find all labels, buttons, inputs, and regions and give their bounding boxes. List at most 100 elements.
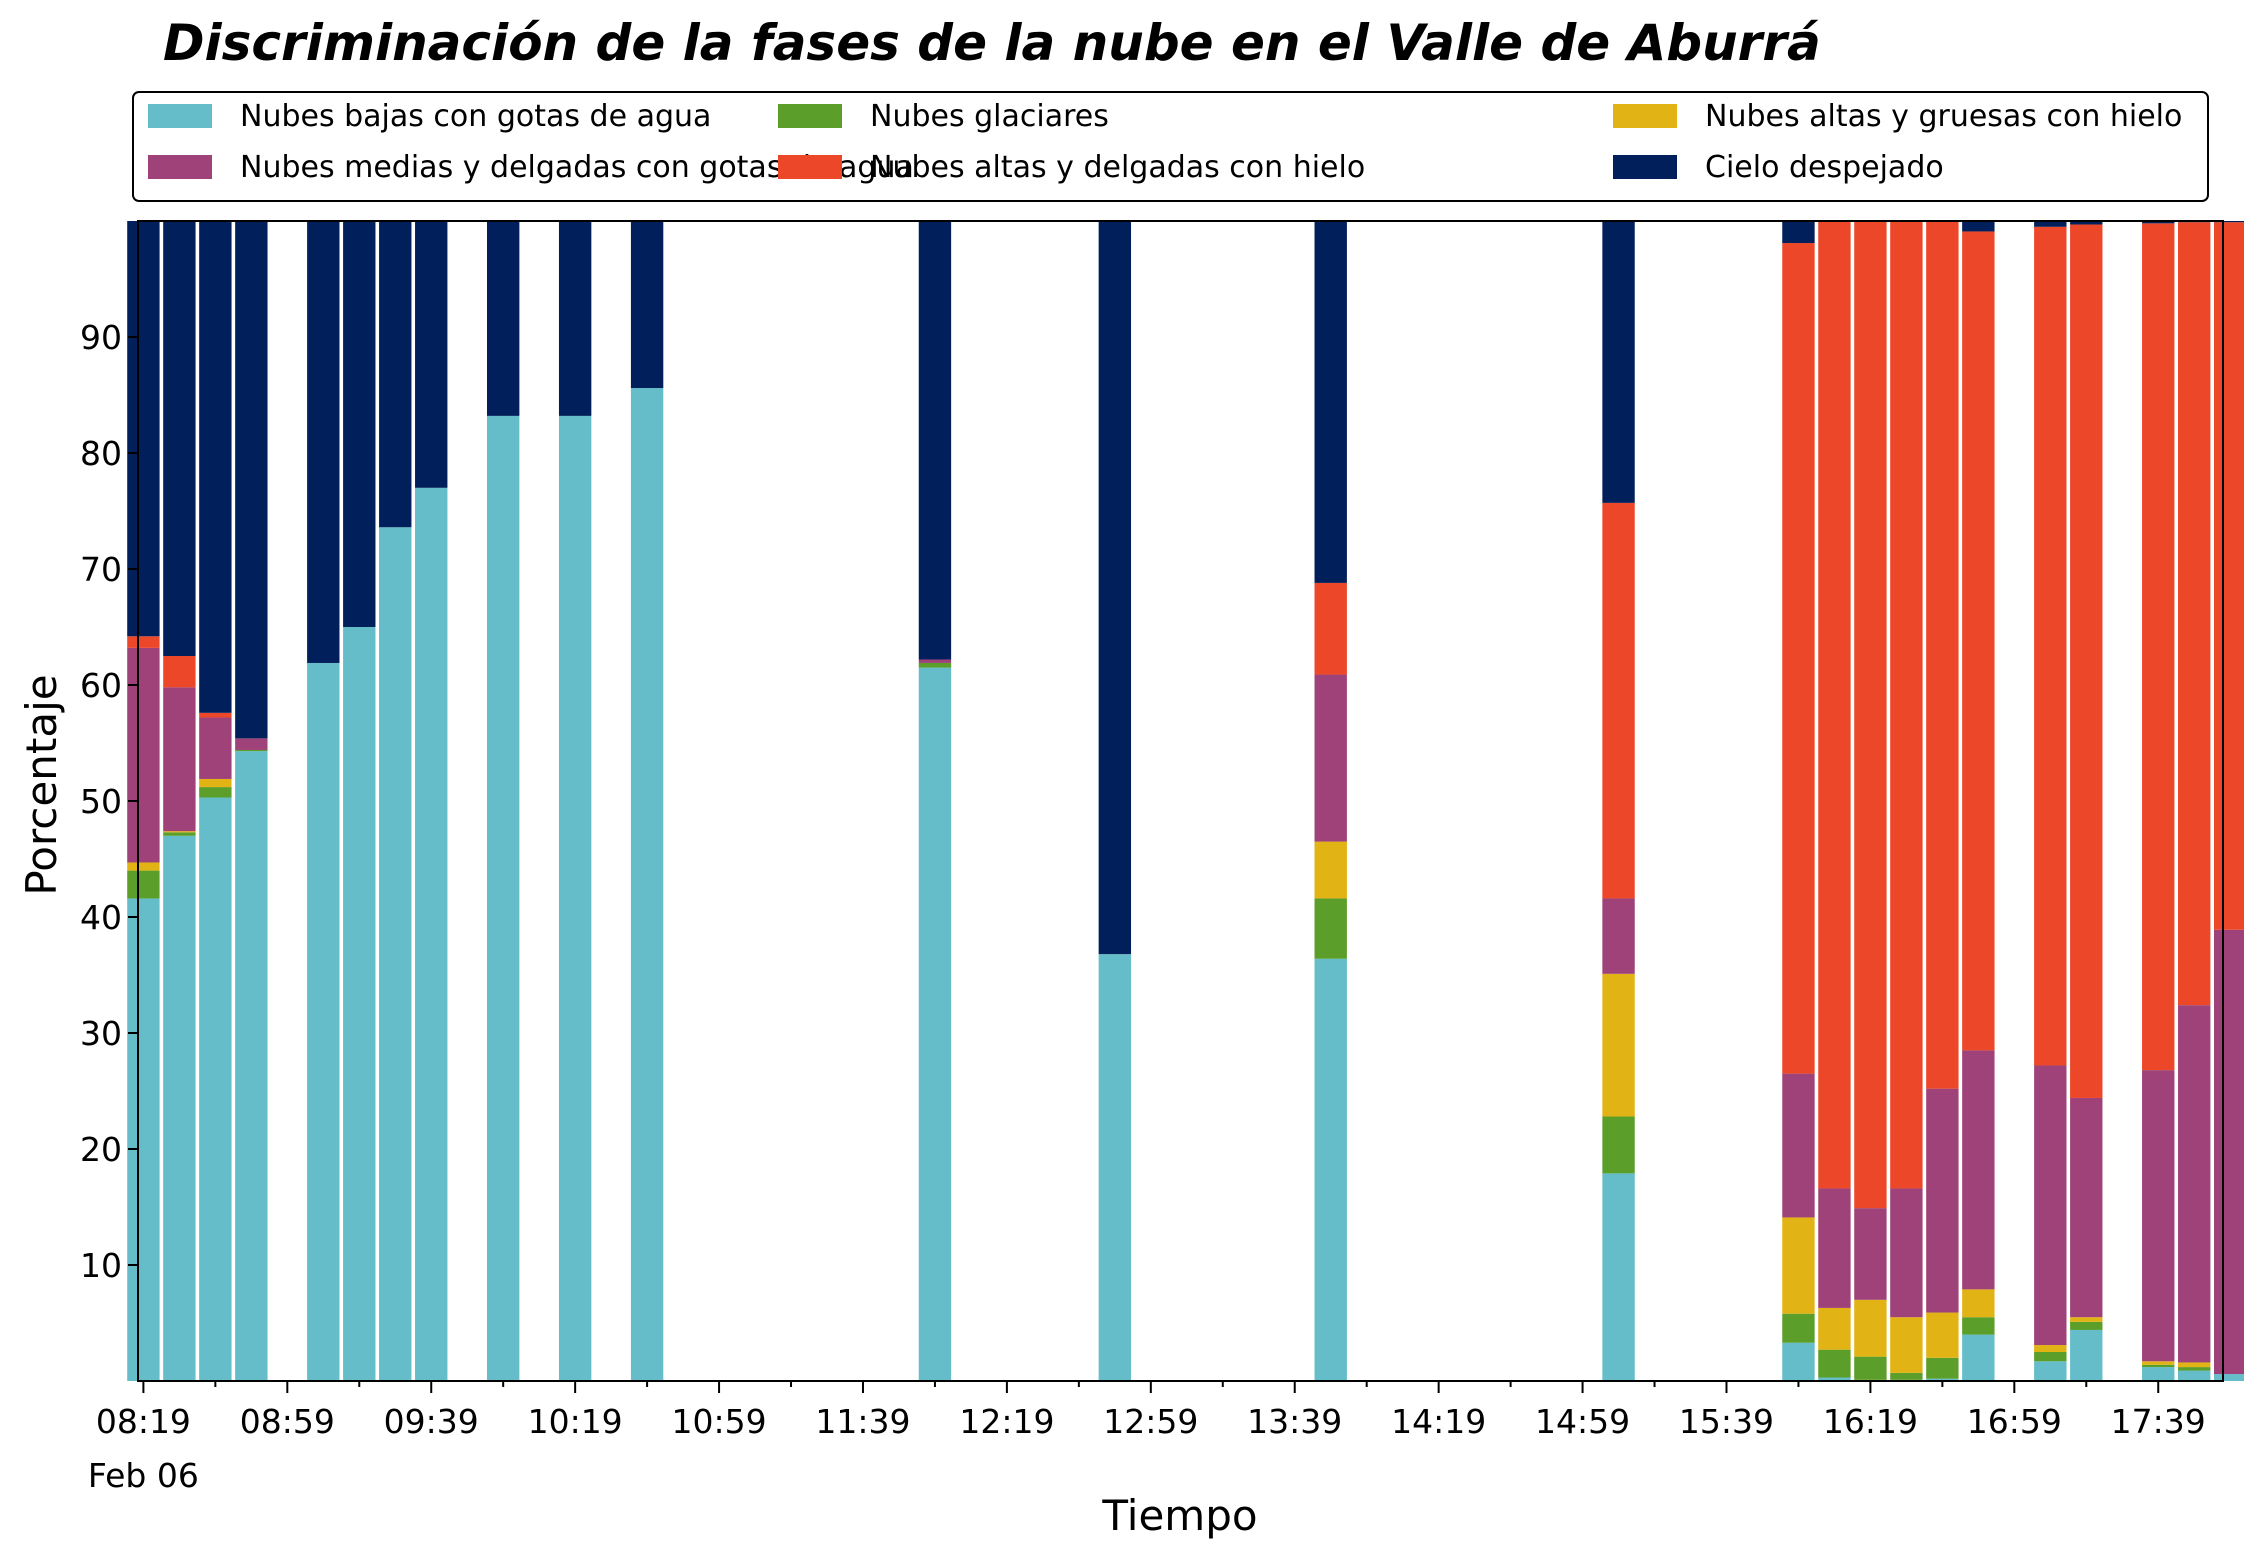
bar-segment <box>2034 1345 2067 1352</box>
bar-segment <box>630 221 664 389</box>
x-tick-label: 14:19 <box>1391 1402 1486 1441</box>
y-tick-label: 60 <box>80 666 122 705</box>
bar-segment <box>307 662 340 1381</box>
bar-segment <box>1890 1372 1923 1380</box>
bar-segment <box>918 221 952 660</box>
legend-label: Cielo despejado <box>1705 150 1944 185</box>
bar-segment <box>1818 1307 1851 1350</box>
x-axis-label: Tiempo <box>1101 1491 1257 1540</box>
bar-segment <box>2142 1361 2175 1365</box>
bar-segment <box>235 738 268 750</box>
bar-segment <box>1314 221 1347 583</box>
bar-segment <box>1314 582 1347 675</box>
bar-segment <box>163 835 196 1381</box>
bar-segment <box>2070 1329 2103 1381</box>
bar-segment <box>2142 223 2175 1071</box>
bar-segment <box>2178 222 2211 1006</box>
bar-segment <box>1854 221 1887 1209</box>
bar-segment <box>127 870 160 899</box>
x-tick-label: 08:19 <box>96 1402 191 1441</box>
bar-segment <box>1782 1313 1815 1343</box>
bar-segment <box>1890 1188 1923 1318</box>
bar-segment <box>1314 898 1347 959</box>
bar-segment <box>2070 1097 2103 1318</box>
legend-swatch <box>1613 155 1677 179</box>
bar-segment <box>558 221 592 416</box>
bar-segment <box>1926 221 1959 1089</box>
y-tick-label: 20 <box>80 1130 122 1169</box>
y-tick-label: 90 <box>80 318 122 357</box>
bar-segment <box>1818 1377 1851 1381</box>
x-tick-label: 13:39 <box>1247 1402 1342 1441</box>
x-tick-label: 14:59 <box>1535 1402 1630 1441</box>
y-tick-label: 10 <box>80 1246 122 1285</box>
bar-segment <box>1314 958 1347 1381</box>
x-tick-label: 10:59 <box>672 1402 767 1441</box>
bar-segment <box>415 221 448 488</box>
x-tick-label: 08:59 <box>240 1402 335 1441</box>
bar-segment <box>1962 1289 1995 1318</box>
bar-segment <box>558 415 592 1381</box>
y-tick-label: 80 <box>80 434 122 473</box>
bar-segment <box>1962 221 1995 232</box>
bar-segment <box>2070 1317 2103 1322</box>
bar-segment <box>1602 973 1635 1117</box>
bar-segment <box>2214 929 2244 1375</box>
x-axis: 08:19 08:59 09:39 10:19 10:59 11:39 12:19 12:59… <box>88 1381 2206 1495</box>
bar-segment <box>1782 1217 1815 1314</box>
x-tick-label: 10:19 <box>528 1402 623 1441</box>
bar-segment <box>127 647 160 863</box>
bar-segment <box>1818 1188 1851 1308</box>
bar-segment <box>235 751 268 1381</box>
legend-label: Nubes bajas con gotas de agua <box>240 99 711 134</box>
bar-segment <box>199 787 232 798</box>
bar-segment <box>127 898 160 1381</box>
bar-segment <box>1818 221 1851 1189</box>
bar-segment <box>2178 1370 2211 1381</box>
legend-swatch <box>148 104 212 128</box>
bar-segment <box>235 221 268 739</box>
bar-segment <box>1890 221 1923 1189</box>
bar-segment <box>163 831 196 833</box>
bar-segment <box>918 667 952 1381</box>
legend-swatch <box>778 104 842 128</box>
bar-segment <box>127 636 160 648</box>
bar-segment <box>1602 502 1635 899</box>
bar-segment <box>2178 1362 2211 1368</box>
y-axis-label: Porcentaje <box>17 674 66 895</box>
bar-segment <box>2070 221 2103 225</box>
bar-segment <box>918 659 952 663</box>
bar-segment <box>199 221 232 713</box>
bar-segment <box>918 662 952 668</box>
bar-segment <box>127 862 160 871</box>
legend-label: Nubes altas y gruesas con hielo <box>1705 99 2182 134</box>
x-tick-label: 15:39 <box>1679 1402 1774 1441</box>
bar-segment <box>2178 1367 2211 1371</box>
bar-segment <box>1962 1050 1995 1290</box>
bar-segment <box>1890 1317 1923 1373</box>
bar-segment <box>2034 1361 2067 1381</box>
bar-segment <box>1962 1334 1995 1381</box>
bar-segment <box>1926 1357 1959 1379</box>
legend-swatch <box>148 155 212 179</box>
bar-segment <box>1854 1208 1887 1300</box>
bar-segment <box>2214 221 2244 223</box>
bar-segment <box>2214 222 2244 930</box>
legend: Nubes bajas con gotas de agua Nubes glaci… <box>132 91 2209 202</box>
bar-segment <box>2034 226 2067 1066</box>
bar-segment <box>163 221 196 656</box>
bar-segment <box>379 527 412 1381</box>
bar-segment <box>343 627 376 1381</box>
bar-segment <box>1314 674 1347 842</box>
bar-segment <box>2034 221 2067 227</box>
y-tick-label: 40 <box>80 898 122 937</box>
bar-segment <box>307 221 340 663</box>
bar-segment <box>1782 221 1815 244</box>
bar-segment <box>199 797 232 1381</box>
y-tick-label: 30 <box>80 1014 122 1053</box>
bar-segment <box>1602 1173 1635 1381</box>
bar-segment <box>2178 1005 2211 1363</box>
bar-segment <box>1962 1317 1995 1335</box>
x-tick-label: 09:39 <box>384 1402 479 1441</box>
